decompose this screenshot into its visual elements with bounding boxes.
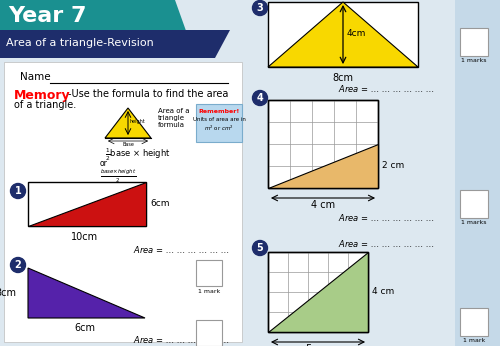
Polygon shape	[268, 144, 378, 188]
Text: 6cm: 6cm	[74, 323, 96, 333]
Bar	[268, 100, 378, 188]
Text: $Area$ = … … … … … …: $Area$ = … … … … … …	[338, 238, 435, 249]
Text: 8cm: 8cm	[332, 73, 353, 83]
Bar	[196, 260, 222, 286]
Bar	[268, 2, 418, 67]
Bar	[28, 182, 146, 226]
Text: 5 cm: 5 cm	[306, 344, 330, 346]
Bar	[268, 252, 368, 332]
Text: 4 cm: 4 cm	[311, 200, 335, 210]
Polygon shape	[268, 252, 368, 332]
Text: $Area$ = … … … … … …: $Area$ = … … … … … …	[338, 83, 435, 94]
Polygon shape	[196, 104, 242, 142]
Polygon shape	[0, 30, 230, 58]
Text: -Use the formula to find the area: -Use the formula to find the area	[68, 89, 228, 99]
Text: 2 cm: 2 cm	[382, 162, 404, 171]
Text: height: height	[129, 118, 145, 124]
Text: 1 mark: 1 mark	[198, 289, 220, 294]
Text: $Area$ = … … … … … …: $Area$ = … … … … … …	[134, 244, 230, 255]
Text: Area of a
triangle
formula: Area of a triangle formula	[158, 108, 190, 128]
Text: 4cm: 4cm	[347, 28, 366, 37]
Text: $\frac{base × height}{2}$: $\frac{base × height}{2}$	[100, 167, 136, 184]
Bar	[460, 308, 488, 336]
Polygon shape	[28, 268, 145, 318]
Text: $\frac{1}{2}$base × height: $\frac{1}{2}$base × height	[105, 147, 170, 163]
Circle shape	[252, 240, 268, 255]
Text: or: or	[100, 159, 108, 168]
Circle shape	[252, 91, 268, 106]
Text: Units of area are in
$m^2$ or $cm^2$: Units of area are in $m^2$ or $cm^2$	[192, 117, 246, 133]
Text: Year 7: Year 7	[8, 6, 86, 26]
Text: $Area$ = … … … … … …: $Area$ = … … … … … …	[338, 212, 435, 223]
Bar	[4, 62, 242, 342]
Polygon shape	[28, 182, 146, 226]
Polygon shape	[105, 108, 151, 138]
Text: Area of a triangle-Revision: Area of a triangle-Revision	[6, 38, 154, 48]
Text: 1: 1	[14, 186, 21, 196]
Circle shape	[10, 183, 26, 199]
Text: 4: 4	[256, 93, 264, 103]
Text: 1 marks: 1 marks	[461, 220, 487, 225]
Text: 4 cm: 4 cm	[372, 288, 394, 297]
Bar	[268, 100, 378, 188]
Text: 6cm: 6cm	[150, 199, 170, 208]
Text: Remember!: Remember!	[198, 109, 239, 114]
Text: 1 mark: 1 mark	[463, 338, 485, 343]
Circle shape	[252, 0, 268, 16]
Text: Name: Name	[20, 72, 50, 82]
Bar	[196, 320, 222, 346]
Polygon shape	[268, 2, 418, 67]
Text: 3cm: 3cm	[0, 288, 16, 298]
Text: 1 marks: 1 marks	[461, 58, 487, 63]
Text: 5: 5	[256, 243, 264, 253]
Text: Base: Base	[122, 142, 134, 147]
Bar	[460, 28, 488, 56]
Bar	[460, 190, 488, 218]
Bar	[455, 0, 500, 346]
Text: Memory: Memory	[14, 89, 70, 102]
Polygon shape	[0, 0, 190, 42]
Text: $Area$ = … … … … … …: $Area$ = … … … … … …	[134, 334, 230, 345]
Text: 3: 3	[256, 3, 264, 13]
Text: 10cm: 10cm	[72, 232, 99, 242]
Bar	[268, 252, 368, 332]
Text: of a triangle.: of a triangle.	[14, 100, 76, 110]
Text: 2: 2	[14, 260, 21, 270]
Circle shape	[10, 257, 26, 273]
